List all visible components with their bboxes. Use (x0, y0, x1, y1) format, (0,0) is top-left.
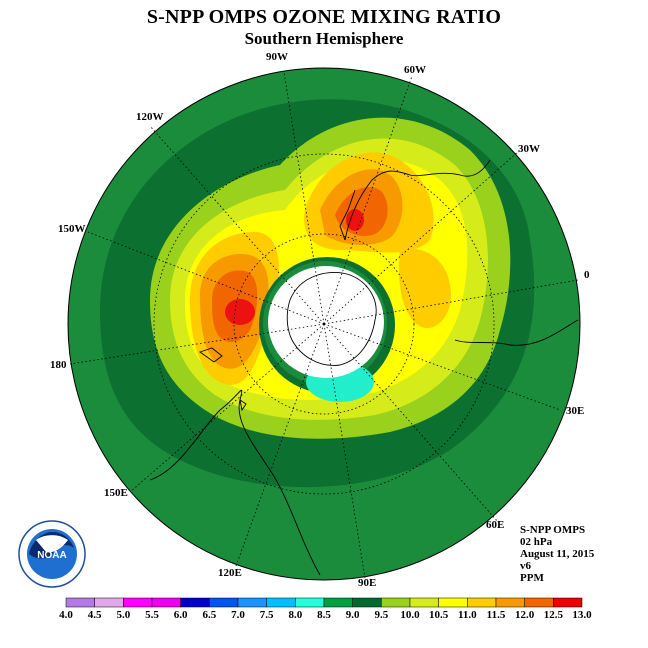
map-border (67, 67, 581, 581)
lon-label-30e: 30E (566, 405, 584, 417)
south-america-coast (344, 159, 491, 241)
polar-ozone-map: 90W 60W 30W 0 30E 60E 90E 120E 150E 180 … (50, 51, 590, 589)
legend-tick-label: 4.0 (59, 609, 73, 621)
lon-label-60e: 60E (486, 519, 504, 531)
ozone-field (68, 68, 580, 580)
info-units: PPM (520, 572, 544, 584)
lon-label-0: 0 (584, 269, 590, 281)
map-title: S-NPP OMPS OZONE MIXING RATIO (146, 6, 502, 28)
info-date: August 11, 2015 (520, 548, 595, 560)
legend-tick-label: 7.0 (231, 609, 245, 621)
legend-tick-label: 12.0 (515, 609, 535, 621)
antarctica-coast (286, 272, 377, 366)
lon-label-150e: 150E (104, 487, 128, 499)
graticule (69, 71, 579, 579)
legend-tick-label: 12.5 (544, 609, 564, 621)
legend-tick-label: 7.5 (260, 609, 274, 621)
map-subtitle: Southern Hemisphere (244, 29, 404, 48)
legend-tick-label: 10.0 (400, 609, 420, 621)
legend-ticks: 4.0 4.5 5.0 5.5 6.0 6.5 7.0 7.5 8.0 8.5 9.0 9.5 10.0… (59, 609, 592, 621)
lon-label-120e: 120E (218, 567, 242, 579)
info-block: S-NPP OMPS 02 hPa August 11, 2015 v6 PPM (520, 524, 594, 584)
lon-label-90e: 90E (358, 577, 376, 589)
legend-tick-label: 6.0 (174, 609, 188, 621)
new-zealand-coast (199, 347, 223, 363)
legend-tick-label: 10.5 (429, 609, 449, 621)
legend-tick-label: 5.5 (145, 609, 159, 621)
legend-tick-label: 6.5 (202, 609, 216, 621)
legend-tick-label: 11.0 (458, 609, 477, 621)
logo-text: NOAA (37, 550, 66, 561)
legend-tick-label: 13.0 (572, 609, 592, 621)
info-level: 02 hPa (520, 536, 553, 548)
legend-tick-label: 11.5 (487, 609, 506, 621)
legend-tick-label: 9.5 (374, 609, 388, 621)
lon-label-150w: 150W (58, 223, 86, 235)
polar-night-region (268, 266, 384, 378)
legend-tick-label: 5.0 (116, 609, 130, 621)
lon-label-120w: 120W (136, 111, 164, 123)
gold-region-east (399, 248, 451, 329)
info-version: v6 (520, 560, 531, 572)
ozone-max-west (225, 299, 255, 325)
coastlines (149, 159, 579, 576)
noaa-logo: NOAA (18, 520, 86, 588)
legend-tick-label: 8.0 (288, 609, 302, 621)
africa-coast (454, 319, 579, 346)
lon-label-90w: 90W (266, 51, 288, 63)
legend-tick-label: 4.5 (88, 609, 102, 621)
ozone-max-north (346, 209, 364, 231)
legend-tick-label: 9.0 (346, 609, 360, 621)
lon-label-60w: 60W (404, 64, 426, 76)
info-instrument: S-NPP OMPS (520, 524, 586, 536)
lon-label-180: 180 (50, 359, 67, 371)
lon-label-30w: 30W (518, 143, 540, 155)
legend-tick-label: 8.5 (317, 609, 331, 621)
longitude-labels: 90W 60W 30W 0 30E 60E 90E 120E 150E 180 … (50, 51, 590, 589)
